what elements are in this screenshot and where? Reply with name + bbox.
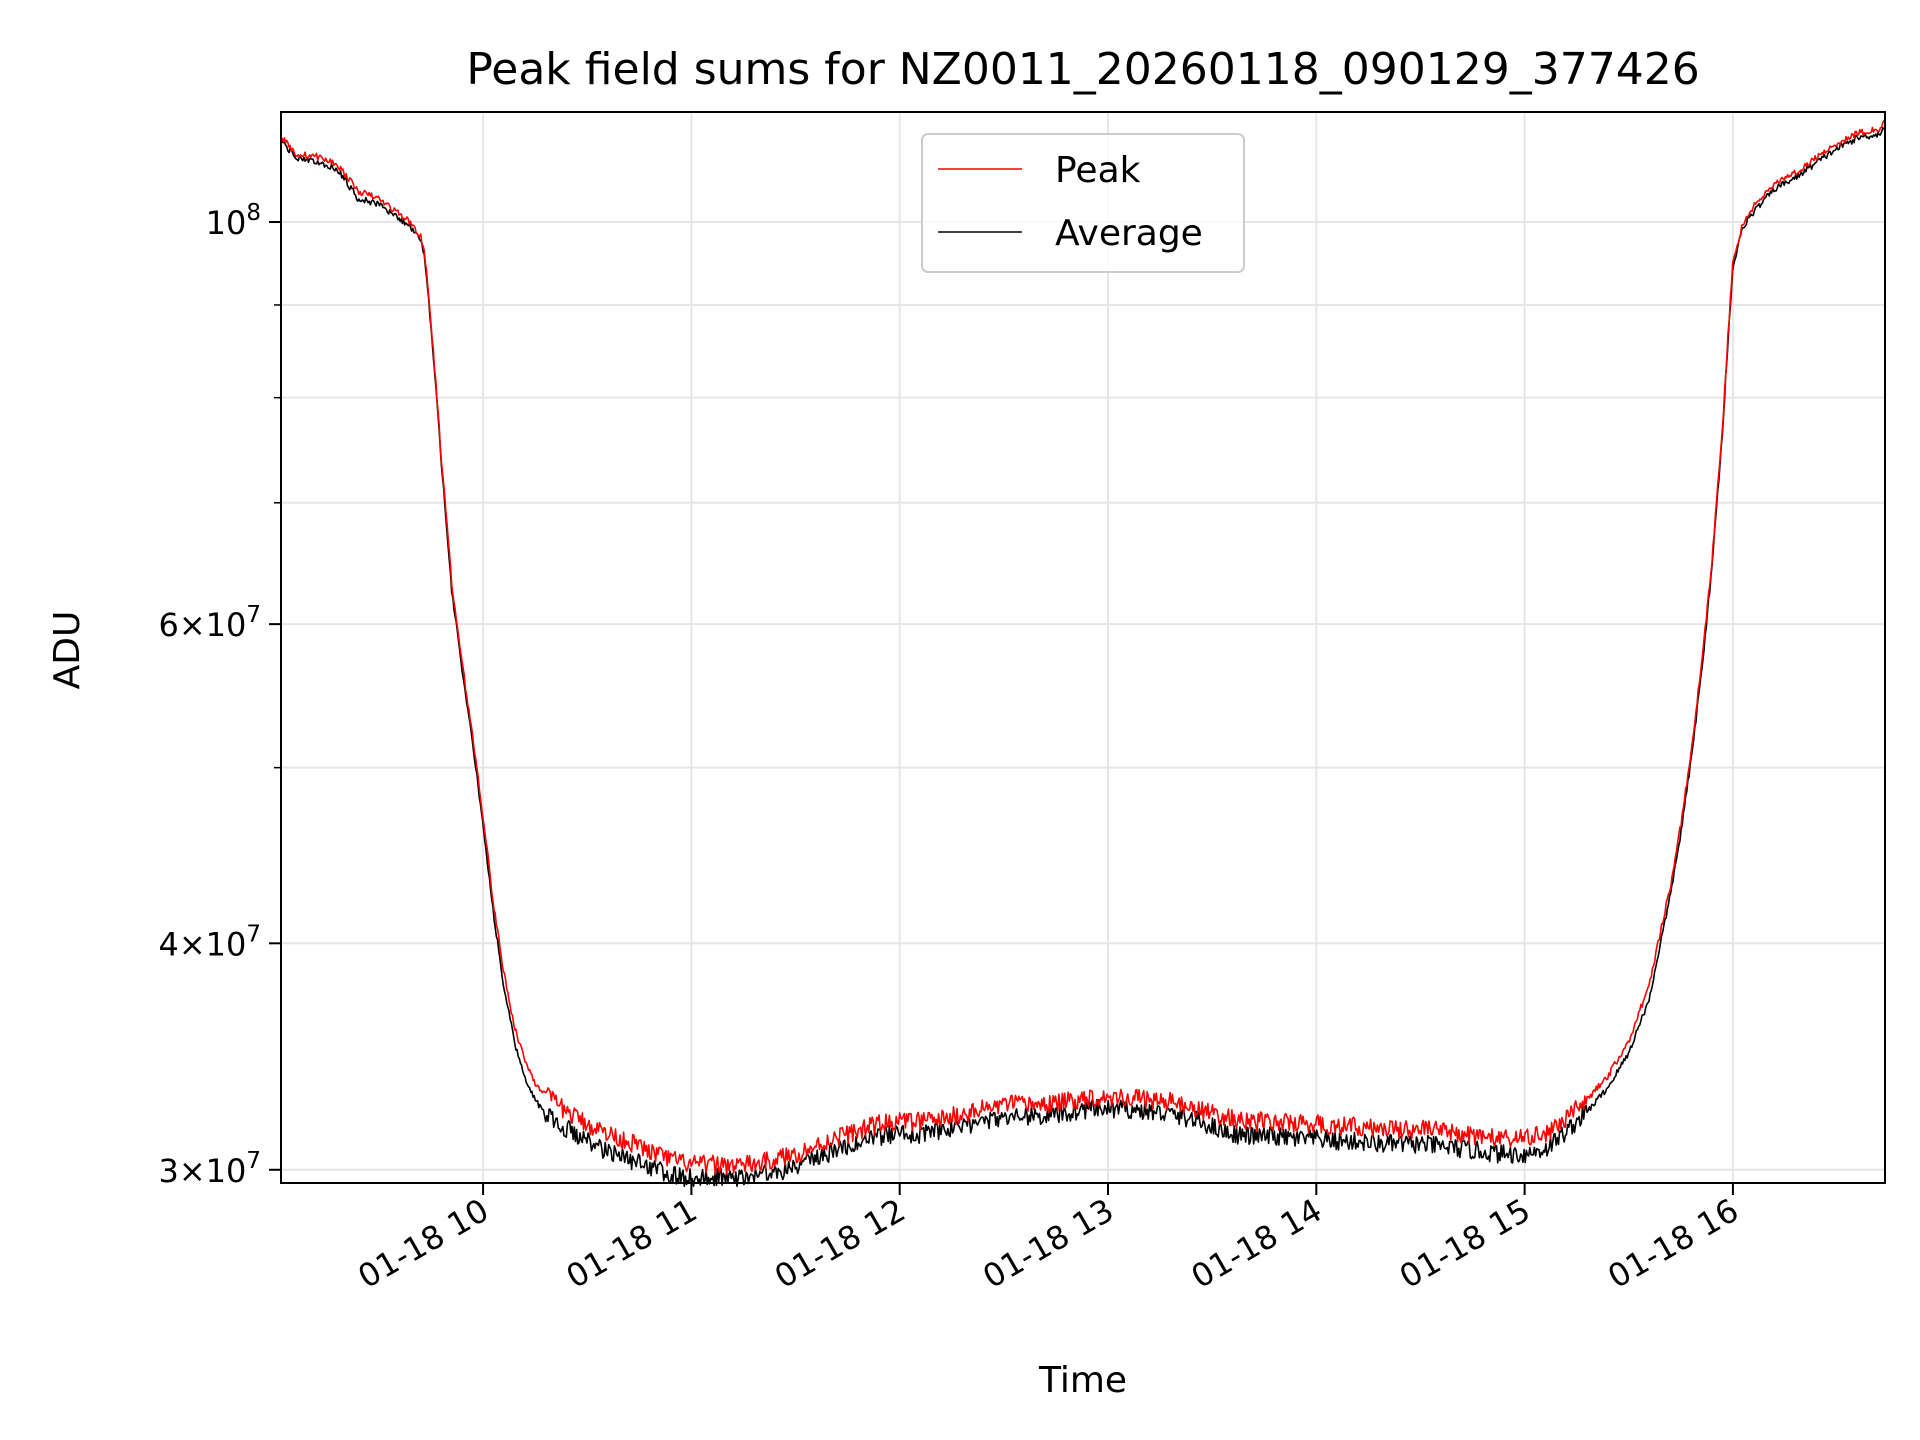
legend: Peak Average: [921, 133, 1245, 273]
y-tick-mantissa: 3: [158, 1152, 178, 1190]
y-tick-exponent: 8: [246, 200, 261, 226]
y-tick-exponent: 7: [246, 602, 261, 628]
legend-label-peak: Peak: [1055, 150, 1141, 191]
x-axis-label: Time: [1038, 1360, 1127, 1401]
y-tick-label: 108: [206, 200, 261, 242]
y-tick-label: 4×107: [158, 921, 261, 963]
plot-frame: [280, 111, 1886, 1184]
y-tick-exponent: 7: [246, 1148, 261, 1174]
y-tick-label: 6×107: [158, 602, 261, 644]
series-group: [280, 119, 1886, 1188]
series-line-peak: [280, 119, 1886, 1175]
chart-title: Peak field sums for NZ0011_20260118_0901…: [466, 44, 1699, 95]
y-tick-label: 3×107: [158, 1148, 261, 1190]
y-tick-mantissa: 4: [158, 925, 178, 963]
y-tick-exponent: 7: [246, 921, 261, 947]
y-axis-label: ADU: [47, 611, 88, 690]
series-line-average: [280, 126, 1886, 1188]
y-tick-mantissa: 6: [158, 606, 178, 644]
y-axis: 3×107 4×107 6×107 108: [158, 200, 281, 1190]
legend-label-average: Average: [1055, 213, 1203, 254]
